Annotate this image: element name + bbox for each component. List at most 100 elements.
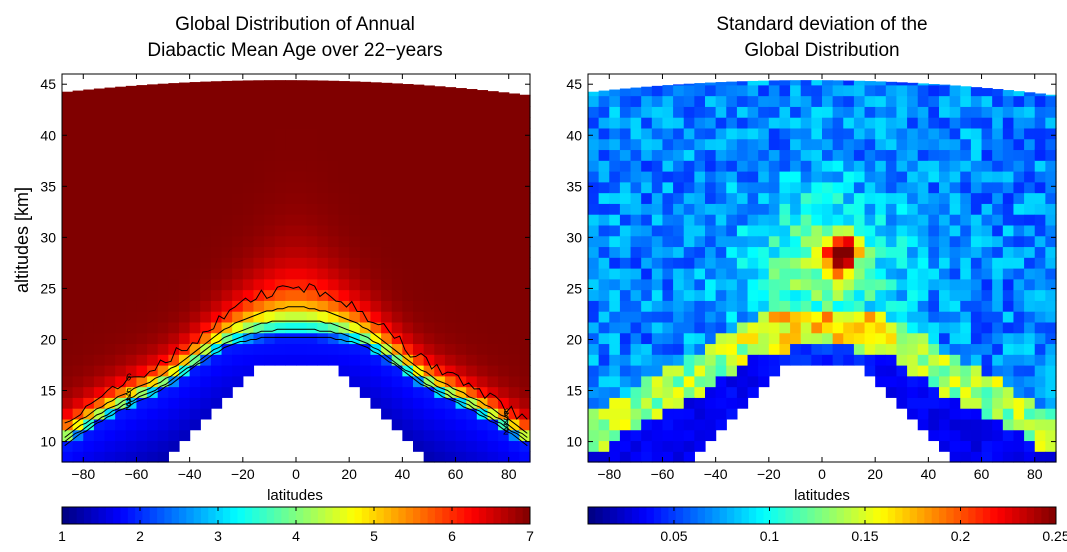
heatmap-cell <box>907 375 919 388</box>
y-tick-label: 10 <box>40 434 56 450</box>
heatmap-cell <box>413 246 425 258</box>
heatmap-cell <box>519 408 531 420</box>
heatmap-cell <box>683 149 695 161</box>
heatmap-cell <box>651 171 664 183</box>
heatmap-cell <box>662 181 674 194</box>
heatmap-cell <box>715 84 727 97</box>
heatmap-cell <box>93 451 106 463</box>
heatmap-cell <box>715 235 727 248</box>
heatmap-cell <box>391 397 403 409</box>
heatmap-cell <box>189 408 201 420</box>
heatmap-cell <box>641 257 653 269</box>
heatmap-cell <box>896 311 908 323</box>
heatmap-cell <box>641 268 653 280</box>
heatmap-cell <box>476 440 489 452</box>
heatmap-cell <box>822 160 834 172</box>
heatmap-cell <box>370 224 382 237</box>
heatmap-cell <box>970 106 983 118</box>
heatmap-cell <box>619 321 632 334</box>
heatmap-cell <box>715 106 727 118</box>
heatmap-cell <box>992 311 1004 323</box>
heatmap-cell <box>619 235 632 248</box>
heatmap-cell <box>115 257 127 269</box>
heatmap-cell <box>1034 343 1046 355</box>
heatmap-cell <box>136 429 148 442</box>
heatmap-cell <box>264 203 276 215</box>
heatmap-cell <box>736 214 749 226</box>
heatmap-cell <box>981 354 993 366</box>
heatmap-cell <box>466 375 478 388</box>
heatmap-cell <box>641 451 653 463</box>
heatmap-cell <box>800 311 812 323</box>
heatmap-cell <box>651 138 664 151</box>
heatmap-cell <box>939 440 951 452</box>
heatmap-cell <box>519 138 531 151</box>
heatmap-cell <box>179 397 191 409</box>
heatmap-cell <box>264 106 276 118</box>
heatmap-cell <box>72 149 84 161</box>
heatmap-cell <box>402 171 414 183</box>
heatmap-cell <box>349 257 361 269</box>
heatmap-cell <box>970 87 983 97</box>
heatmap-cell <box>619 354 632 366</box>
heatmap-cell <box>104 418 116 431</box>
heatmap-cell <box>221 386 233 398</box>
heatmap-cell <box>264 138 276 151</box>
heatmap-cell <box>1002 343 1015 355</box>
heatmap-cell <box>189 311 201 323</box>
heatmap-cell <box>115 149 127 161</box>
heatmap-cell <box>651 117 664 129</box>
heatmap-cell <box>413 192 425 204</box>
heatmap-cell <box>896 214 908 226</box>
contour-line-6 <box>64 283 528 424</box>
heatmap-cell <box>694 84 706 97</box>
heatmap-cell <box>630 235 642 248</box>
heatmap-cell <box>444 278 457 291</box>
heatmap-cell <box>694 365 706 377</box>
heatmap-cell <box>221 354 233 366</box>
heatmap-cell <box>157 84 169 97</box>
heatmap-cell <box>413 365 425 377</box>
heatmap-cell <box>939 127 951 140</box>
heatmap-cell <box>434 451 446 463</box>
heatmap-cell <box>338 224 350 237</box>
heatmap-cell <box>508 181 520 194</box>
heatmap-cell <box>949 127 961 140</box>
heatmap-cell <box>423 246 435 258</box>
heatmap-cell <box>790 138 802 151</box>
contour-label: 2 <box>125 402 132 413</box>
heatmap-cell <box>434 332 446 345</box>
contour-label: 3 <box>126 398 132 409</box>
heatmap-cell <box>306 246 318 258</box>
y-tick-label: 35 <box>566 178 582 194</box>
heatmap-cell <box>62 192 74 204</box>
heatmap-cell <box>970 181 983 194</box>
heatmap-cell <box>338 300 350 312</box>
heatmap-cell <box>296 95 308 107</box>
heatmap-cell <box>487 311 499 323</box>
heatmap-cell <box>210 81 223 86</box>
heatmap-cell <box>1024 300 1036 312</box>
heatmap-cell <box>136 321 148 334</box>
heatmap-cell <box>705 289 717 301</box>
heatmap-cell <box>981 106 993 118</box>
heatmap-cell <box>896 171 908 183</box>
heatmap-cell <box>715 300 727 312</box>
heatmap-cell <box>136 300 148 312</box>
heatmap-cell <box>683 321 695 334</box>
heatmap-cell <box>349 117 361 129</box>
heatmap-cell <box>179 203 191 215</box>
heatmap-cell <box>949 418 961 431</box>
heatmap-cell <box>327 343 340 355</box>
heatmap-cell <box>864 235 876 248</box>
heatmap-cell <box>72 311 84 323</box>
heatmap-cell <box>1045 160 1057 172</box>
heatmap-cell <box>1034 386 1046 398</box>
heatmap-cell <box>370 311 382 323</box>
heatmap-cell <box>981 418 993 431</box>
heatmap-cell <box>476 235 489 248</box>
heatmap-cell <box>1034 311 1046 323</box>
heatmap-cell <box>179 214 191 226</box>
heatmap-cell <box>1045 181 1057 194</box>
heatmap-cell <box>726 117 738 129</box>
